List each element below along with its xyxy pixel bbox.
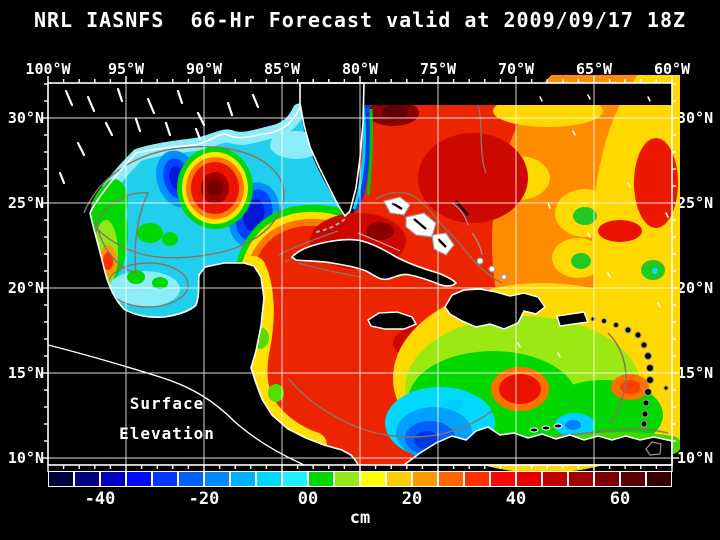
colorbar-tick: 40: [505, 489, 527, 509]
colorbar-cell: [179, 472, 203, 486]
colorbar-cell: [413, 472, 437, 486]
colorbar-cell: [465, 472, 489, 486]
lat-label-right: 10°N: [677, 449, 714, 467]
lat-label-right: 20°N: [677, 279, 714, 297]
colorbar-cell: [335, 472, 359, 486]
colorbar-cell: [595, 472, 619, 486]
lat-label-left: 15°N: [7, 364, 44, 382]
lat-label-left: 25°N: [7, 194, 44, 212]
colorbar-cell: [257, 472, 281, 486]
colorbar-cell: [231, 472, 255, 486]
lat-label-right: 30°N: [677, 109, 714, 127]
colorbar-cell: [491, 472, 515, 486]
colorbar-unit: cm: [349, 508, 371, 528]
colorbar-cell: [569, 472, 593, 486]
colorbar-tick: 20: [401, 489, 423, 509]
colorbar-cell: [101, 472, 125, 486]
map-frame: [47, 82, 673, 466]
lon-label: 80°W: [341, 60, 379, 78]
colorbar-cell: [387, 472, 411, 486]
colorbar-cell: [543, 472, 567, 486]
puerto-rico-land: [556, 311, 589, 327]
cuba-keys: [357, 232, 401, 252]
colorbar-cell: [205, 472, 229, 486]
south-america-land: [401, 426, 673, 466]
colorbar-cell: [49, 472, 73, 486]
mexico-coastline: [89, 212, 359, 466]
colorbar-cell: [75, 472, 99, 486]
colorbar-cell: [283, 472, 307, 486]
colorbar-tick: 60: [609, 489, 631, 509]
hispaniola-land: [444, 288, 547, 330]
grid-lines: [48, 83, 672, 465]
bahamas-arcs: [451, 202, 483, 256]
obs-marks: [517, 94, 669, 358]
page-title: NRL IASNFS 66-Hr Forecast valid at 2009/…: [33, 8, 687, 32]
florida-keys: [315, 218, 346, 233]
colorbar-tick: -40: [84, 489, 116, 509]
lat-label-left: 20°N: [7, 279, 44, 297]
river-marks: [58, 87, 260, 185]
colorbar-cell: [517, 472, 541, 486]
colorbar-cell: [153, 472, 177, 486]
lon-label: 85°W: [263, 60, 301, 78]
overlay-label-surface: Surface: [129, 394, 205, 413]
map-canvas: [41, 75, 680, 473]
lesser-antilles: [590, 316, 669, 428]
florida-land: [299, 82, 365, 218]
colorbar-cell: [439, 472, 463, 486]
lon-label: 100°W: [25, 60, 71, 78]
lat-label-right: 15°N: [677, 364, 714, 382]
lon-label: 75°W: [419, 60, 457, 78]
pacific-coastline: [47, 344, 305, 466]
jamaica-land: [367, 311, 418, 330]
colorbar-tick: 00: [297, 489, 319, 509]
lon-label: 90°W: [185, 60, 223, 78]
lon-label: 70°W: [497, 60, 535, 78]
lon-label: 65°W: [575, 60, 613, 78]
colorbar-cell: [361, 472, 385, 486]
colorbar-tick: -20: [188, 489, 220, 509]
colorbar-cell: [127, 472, 151, 486]
lat-label-right: 25°N: [677, 194, 714, 212]
lon-label: 95°W: [107, 60, 145, 78]
abc-islands: [529, 423, 563, 433]
lat-label-left: 10°N: [7, 449, 44, 467]
lon-label: 60°W: [653, 60, 691, 78]
overlay-label-elevation: Elevation: [119, 424, 215, 443]
lat-label-left: 30°N: [7, 109, 44, 127]
trinidad-land: [645, 441, 662, 456]
colorbar-cell: [621, 472, 645, 486]
colorbar-cell: [647, 472, 671, 486]
colorbar-cell: [309, 472, 333, 486]
colorbar: [48, 471, 672, 487]
